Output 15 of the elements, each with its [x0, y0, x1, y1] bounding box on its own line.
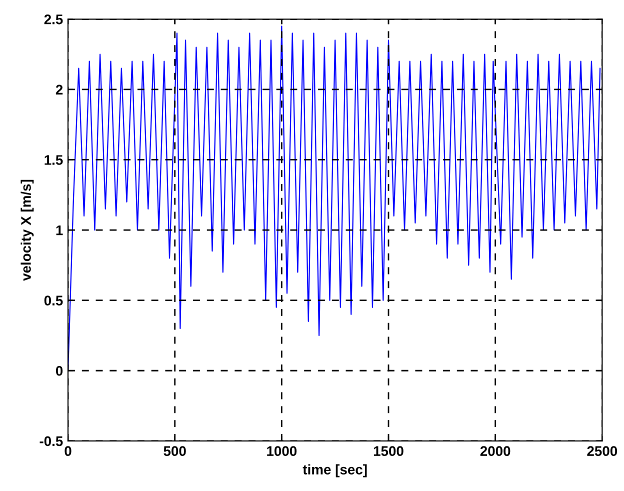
- y-tick-label: 0.5: [44, 296, 63, 306]
- y-tick-label: 0: [56, 366, 63, 376]
- x-tick-label: 1500: [374, 446, 404, 456]
- y-tick-label: 2: [56, 84, 63, 94]
- x-tick-label: 500: [164, 446, 186, 456]
- x-tick-label: 1000: [267, 446, 297, 456]
- x-tick-label: 2000: [480, 446, 510, 456]
- y-tick-label: 2.5: [44, 14, 63, 24]
- x-tick-label: 2500: [587, 446, 618, 456]
- y-tick-label: 1.5: [44, 155, 63, 165]
- x-tick-label: 0: [64, 446, 72, 456]
- y-tick-label: -0.5: [40, 436, 63, 446]
- x-axis-title: time [sec]: [302, 464, 367, 478]
- y-axis-title: velocity X [m/s]: [20, 180, 34, 281]
- y-tick-label: 1: [56, 226, 63, 236]
